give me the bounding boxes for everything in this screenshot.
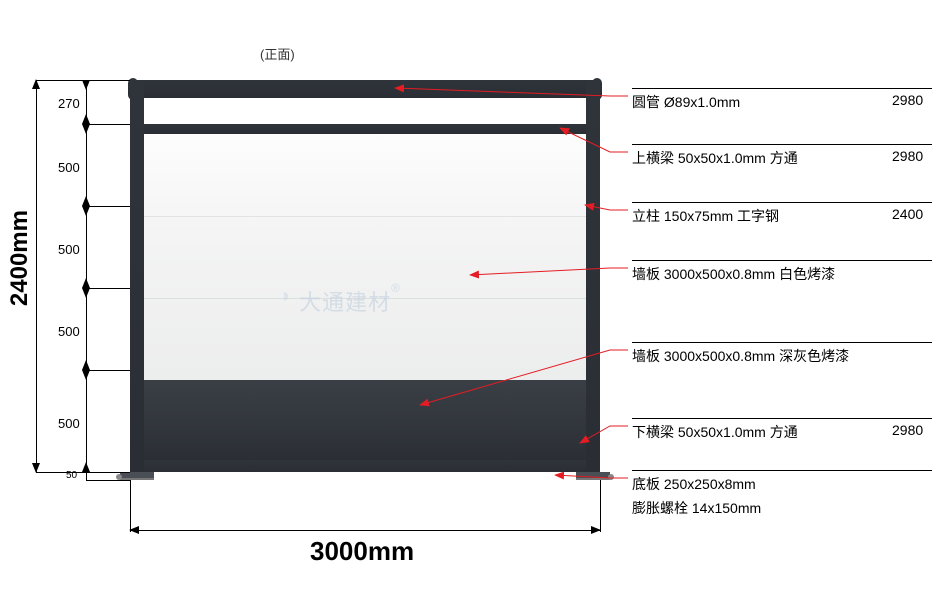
spec-1-num: 2980: [892, 148, 923, 164]
spec-2-num: 2400: [892, 206, 923, 222]
spec-4: 墙板 3000x500x0.8mm 深灰色烤漆: [632, 346, 849, 366]
spec-0-num: 2980: [892, 92, 923, 108]
leader-lines: [0, 0, 950, 603]
spec-1: 上横梁 50x50x1.0mm 方通: [632, 148, 798, 168]
spec-0: 圆管 Ø89x1.0mm: [632, 92, 740, 112]
spec-5-num: 2980: [892, 422, 923, 438]
spec-3: 墙板 3000x500x0.8mm 白色烤漆: [632, 264, 835, 284]
spec-6: 底板 250x250x8mm: [632, 474, 756, 494]
spec-5: 下横梁 50x50x1.0mm 方通: [632, 422, 798, 442]
spec-7: 膨胀螺栓 14x150mm: [632, 498, 761, 518]
spec-2: 立柱 150x75mm 工字钢: [632, 206, 779, 226]
